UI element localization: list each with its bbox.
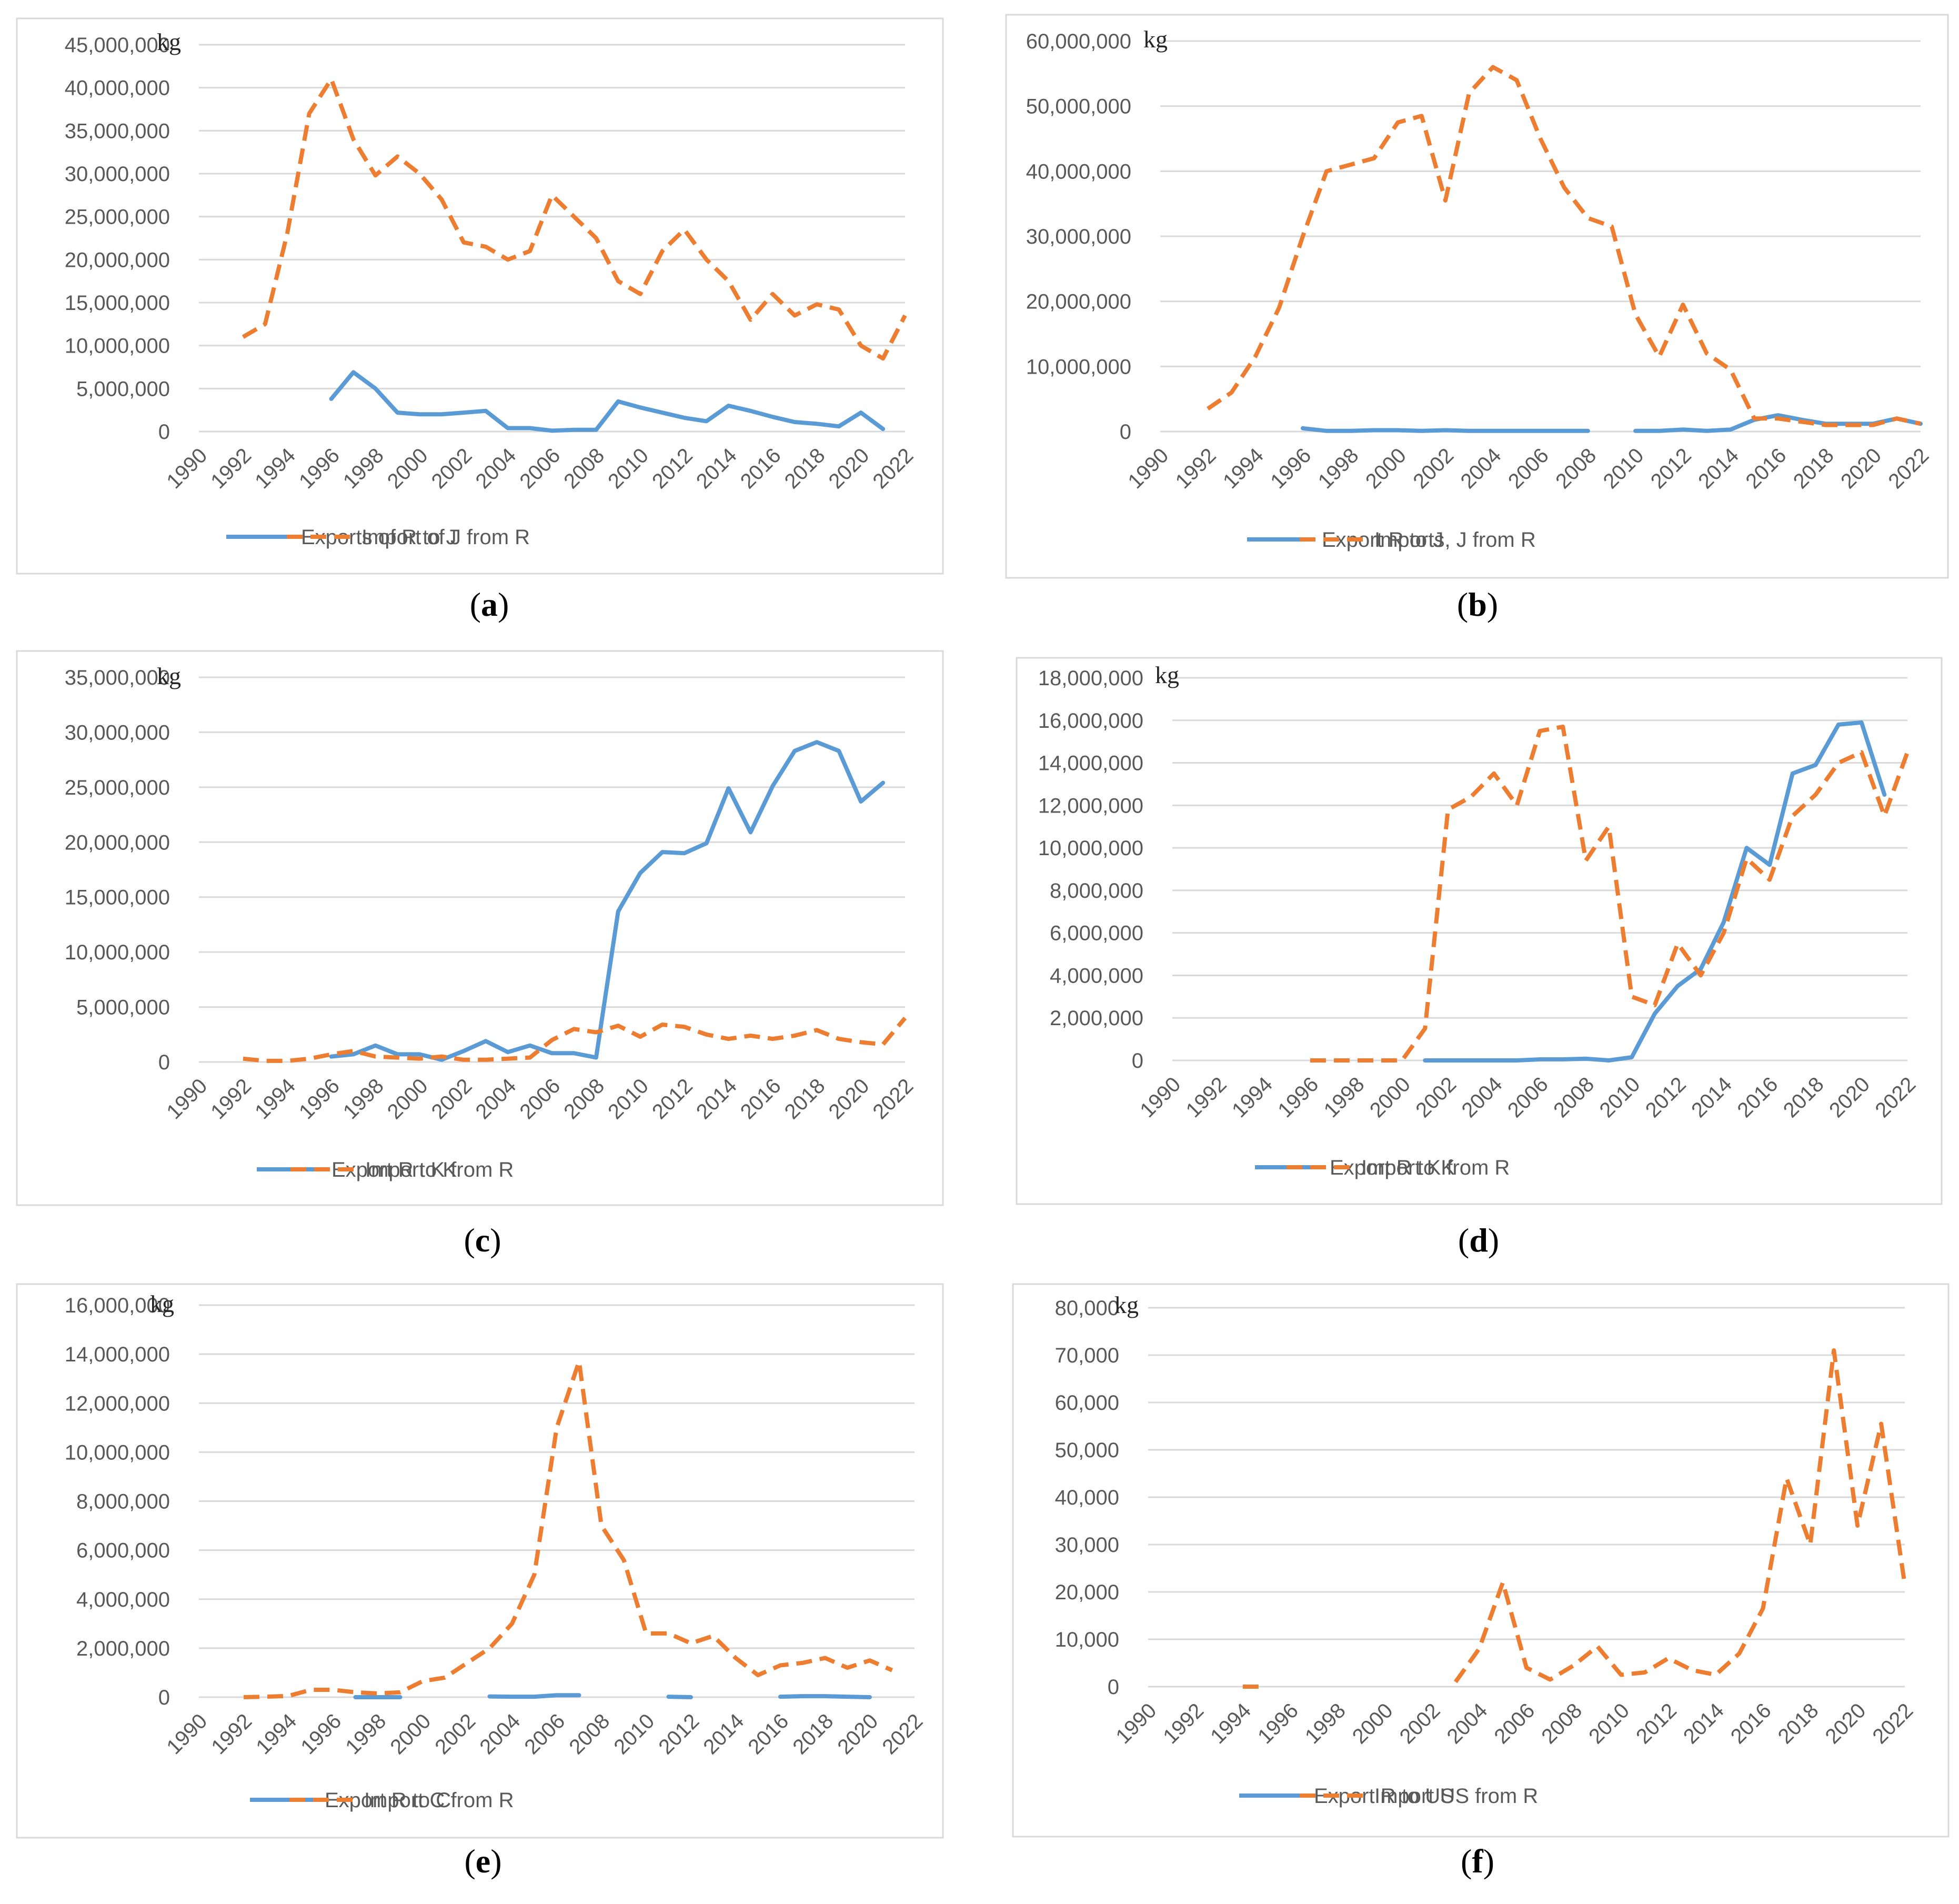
chart-panel-a: 45,000,000 40,000,000 35,000,000 30,000,000… — [16, 17, 944, 623]
y-tick-label: 4,000,000 — [76, 1588, 170, 1611]
y-tick-label: 20,000,000 — [65, 831, 170, 854]
export-legend-label: Export R to K — [1330, 1156, 1455, 1179]
panel-caption: (a) — [470, 586, 509, 623]
panel-caption: (b) — [1457, 586, 1498, 623]
chart-panel-f: 80,000 70,000 60,000 50,000 40,000 30,000 20,0… — [1012, 1283, 1950, 1880]
import-legend-label: Imports, J from R — [1374, 528, 1536, 552]
panel-caption: (c) — [464, 1221, 501, 1259]
import-legend-label: Import of J from R — [361, 526, 530, 549]
y-tick-label: 70,000 — [1055, 1344, 1119, 1367]
chart-panel-b: 60,000,000 50,000,000 40,000,000 30,000,000… — [1005, 14, 1949, 623]
y-tick-label: 0 — [1108, 1676, 1119, 1699]
y-tick-label: 25,000,000 — [65, 206, 170, 229]
y-tick-label: 5,000,000 — [76, 996, 170, 1019]
chart-panel-d: 18,000,000 16,000,000 14,000,000 12,000,000… — [1016, 657, 1943, 1259]
y-tick-label: 4,000,000 — [1050, 964, 1143, 987]
import-series-line-segment-2 — [1453, 1348, 1907, 1683]
y-tick-label: 40,000,000 — [1026, 160, 1131, 183]
y-tick-label: 10,000,000 — [1026, 355, 1131, 378]
export-series-line-segment-1 — [1300, 426, 1590, 433]
y-tick-label: 40,000,000 — [65, 77, 170, 100]
chart-frame — [1005, 14, 1949, 579]
y-tick-label: 8,000,000 — [1050, 879, 1143, 903]
y-tick-label: 2,000,000 — [76, 1637, 170, 1660]
y-tick-label: 14,000,000 — [1038, 752, 1143, 775]
y-tick-label: 8,000,000 — [76, 1490, 170, 1514]
y-tick-label: 40,000 — [1055, 1486, 1119, 1509]
y-tick-label: 0 — [1120, 420, 1131, 444]
import-series-line — [243, 1359, 893, 1699]
y-tick-label: 25,000,000 — [65, 776, 170, 799]
export-legend-label: Export R to J — [1322, 528, 1443, 552]
chart-frame — [16, 650, 944, 1206]
y-tick-label: 30,000,000 — [1026, 225, 1131, 248]
chart-frame — [16, 1283, 944, 1839]
import-series-line — [1207, 65, 1921, 427]
y-tick-label: 16,000,000 — [65, 1294, 170, 1317]
y-tick-label: 20,000,000 — [1026, 290, 1131, 314]
unit-label: kg — [157, 28, 181, 55]
y-tick-label: 20,000,000 — [65, 248, 170, 272]
y-tick-label: 15,000,000 — [65, 292, 170, 315]
import-legend-label: Import US from R — [1374, 1785, 1538, 1808]
export-series-line — [329, 740, 886, 1062]
y-tick-label: 10,000,000 — [65, 941, 170, 964]
panel-caption: (d) — [1458, 1221, 1499, 1259]
y-tick-label: 10,000,000 — [65, 1441, 170, 1464]
y-tick-label: 0 — [158, 420, 170, 444]
y-tick-label: 10,000,000 — [1038, 837, 1143, 860]
y-tick-label: 5,000,000 — [76, 377, 170, 400]
import-legend-label: Import K from R — [365, 1158, 514, 1181]
y-tick-label: 0 — [158, 1051, 170, 1074]
y-tick-label: 30,000,000 — [65, 721, 170, 744]
y-tick-label: 2,000,000 — [1050, 1007, 1143, 1030]
unit-label: kg — [1114, 1291, 1139, 1318]
chart-frame — [1016, 657, 1943, 1205]
import-series-line — [1310, 724, 1910, 1063]
import-series-line — [243, 1016, 907, 1063]
y-tick-label: 0 — [158, 1686, 170, 1709]
panel-caption: (f) — [1461, 1842, 1494, 1880]
chart-panel-c: 35,000,000 30,000,000 25,000,000 20,000,000… — [16, 650, 944, 1259]
y-tick-label: 35,000,000 — [65, 119, 170, 143]
y-tick-label: 80,000 — [1055, 1297, 1119, 1320]
y-tick-label: 6,000,000 — [1050, 922, 1143, 945]
y-tick-label: 30,000 — [1055, 1534, 1119, 1557]
y-tick-label: 50,000 — [1055, 1439, 1119, 1462]
y-tick-label: 0 — [1132, 1049, 1143, 1073]
y-tick-label: 16,000,000 — [1038, 709, 1143, 733]
export-series-line-segment-4 — [778, 1694, 872, 1699]
import-series-line — [242, 77, 907, 361]
y-tick-label: 30,000,000 — [65, 163, 170, 186]
y-tick-label: 15,000,000 — [65, 886, 170, 909]
unit-label: kg — [1143, 26, 1168, 53]
chart-frame — [16, 17, 944, 575]
import-legend-label: Import C from R — [364, 1789, 514, 1812]
export-series-line — [1423, 720, 1887, 1063]
chart-frame — [1012, 1283, 1950, 1838]
y-tick-label: 6,000,000 — [76, 1539, 170, 1562]
export-legend-label: Exports of R to J — [301, 526, 457, 549]
y-tick-label: 12,000,000 — [65, 1392, 170, 1415]
unit-label: kg — [1155, 662, 1179, 688]
y-tick-label: 45,000,000 — [65, 34, 170, 57]
y-tick-label: 20,000 — [1055, 1581, 1119, 1604]
y-tick-label: 10,000 — [1055, 1628, 1119, 1651]
unit-label: kg — [150, 1290, 174, 1317]
import-legend-label: Import K from R — [1361, 1156, 1510, 1179]
y-tick-label: 60,000,000 — [1026, 30, 1131, 53]
chart-panel-e: 16,000,000 14,000,000 12,000,000 10,000,000… — [16, 1283, 944, 1880]
panel-caption: (e) — [464, 1842, 501, 1880]
y-tick-label: 18,000,000 — [1038, 667, 1143, 690]
y-tick-label: 10,000,000 — [65, 335, 170, 358]
y-tick-label: 14,000,000 — [65, 1343, 170, 1366]
y-tick-label: 12,000,000 — [1038, 794, 1143, 817]
y-tick-label: 60,000 — [1055, 1391, 1119, 1415]
y-tick-label: 50,000,000 — [1026, 95, 1131, 118]
export-series-line — [329, 370, 886, 433]
unit-label: kg — [157, 663, 181, 689]
y-tick-label: 35,000,000 — [65, 666, 170, 689]
export-series-line-segment-2 — [487, 1693, 581, 1699]
